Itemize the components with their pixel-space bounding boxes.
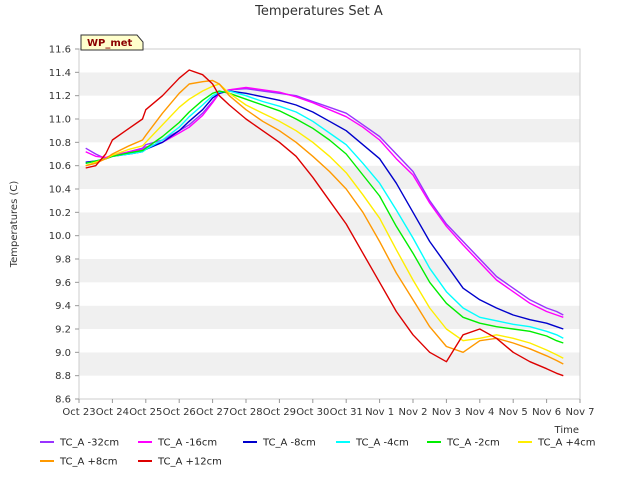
grid-band (79, 142, 580, 166)
y-tick-label: 9.4 (55, 301, 71, 312)
y-tick-label: 11.0 (49, 115, 71, 126)
y-tick-label: 9.2 (55, 325, 71, 336)
legend-label: TC_A -16cm (157, 438, 217, 449)
grid-band (79, 212, 580, 236)
x-axis-ticks: Oct 23 Oct 24 Oct 25 Oct 26 Oct 27 Oct 28 Oct … (62, 399, 595, 418)
x-tick-label: Nov 7 (565, 407, 594, 418)
grid-band (79, 49, 580, 73)
series-line-tca-4cm (85, 90, 564, 339)
x-tick-label: Oct 25 (129, 407, 162, 418)
legend: TC_A -32cm TC_A -16cm TC_A -8cm TC_A -4cm TC… (40, 438, 596, 468)
y-tick-label: 9.0 (55, 348, 71, 359)
x-tick-label: Oct 28 (229, 407, 262, 418)
x-tick-label: Nov 3 (432, 407, 461, 418)
x-tick-label: Oct 23 (62, 407, 95, 418)
y-tick-label: 10.4 (49, 185, 71, 196)
x-tick-label: Oct 24 (96, 407, 129, 418)
y-tick-label: 8.8 (55, 371, 71, 382)
x-tick-label: Nov 6 (532, 407, 561, 418)
grid-band (79, 165, 580, 189)
x-tick-label: Oct 29 (263, 407, 296, 418)
series-line-tca-16cm (85, 86, 564, 318)
grid-bands (79, 49, 580, 399)
grid-band (79, 305, 580, 329)
series-lines (85, 69, 564, 377)
y-tick-label: 11.6 (49, 45, 71, 56)
chart-title: Temperatures Set A (254, 4, 383, 19)
badge-background (80, 34, 144, 51)
series-line-tca+4cm (85, 83, 564, 359)
grid-band (79, 352, 580, 376)
badge-label: WP_met (87, 38, 133, 49)
y-tick-label: 9.8 (55, 255, 71, 266)
series-line-tca+8cm (85, 79, 564, 365)
series-line-tca+12cm (85, 69, 564, 377)
y-tick-label: 10.8 (49, 138, 71, 149)
y-tick-label: 10.0 (49, 231, 71, 242)
legend-label: TC_A +8cm (59, 457, 118, 468)
grid-band (79, 119, 580, 143)
legend-label: TC_A -32cm (59, 438, 119, 449)
x-tick-label: Oct 27 (196, 407, 229, 418)
y-axis-ticks: 8.6 8.8 9.0 9.2 9.4 9.6 9.8 10.0 10.2 10.4 10.6 10.… (49, 45, 79, 406)
y-tick-label: 10.6 (49, 161, 71, 172)
legend-label: TC_A -4cm (355, 438, 409, 449)
grid-band (79, 72, 580, 96)
grid-band (79, 235, 580, 259)
y-tick-label: 10.2 (49, 208, 71, 219)
grid-band (79, 259, 580, 283)
y-tick-label: 11.4 (49, 68, 71, 79)
x-tick-label: Nov 5 (499, 407, 528, 418)
grid-band (79, 375, 580, 399)
series-line-tca-2cm (85, 90, 564, 344)
y-tick-label: 11.2 (49, 91, 71, 102)
series-line-tca-32cm (85, 87, 564, 316)
site-badge: WP_met (80, 34, 144, 51)
legend-label: TC_A -2cm (446, 438, 500, 449)
y-tick-label: 9.6 (55, 278, 71, 289)
x-tick-label: Oct 26 (163, 407, 196, 418)
legend-label: TC_A +12cm (157, 457, 222, 468)
x-tick-label: Oct 30 (296, 407, 329, 418)
y-tick-label: 8.6 (55, 395, 71, 406)
x-tick-label: Nov 2 (398, 407, 427, 418)
plot-area (78, 48, 581, 400)
x-axis-title: Time (554, 425, 579, 436)
y-axis-title: Temperatures (C) (9, 181, 20, 269)
legend-label: TC_A +4cm (537, 438, 596, 449)
x-tick-label: Nov 4 (465, 407, 494, 418)
legend-label: TC_A -8cm (262, 438, 316, 449)
x-tick-label: Nov 1 (365, 407, 394, 418)
x-tick-label: Oct 31 (330, 407, 363, 418)
